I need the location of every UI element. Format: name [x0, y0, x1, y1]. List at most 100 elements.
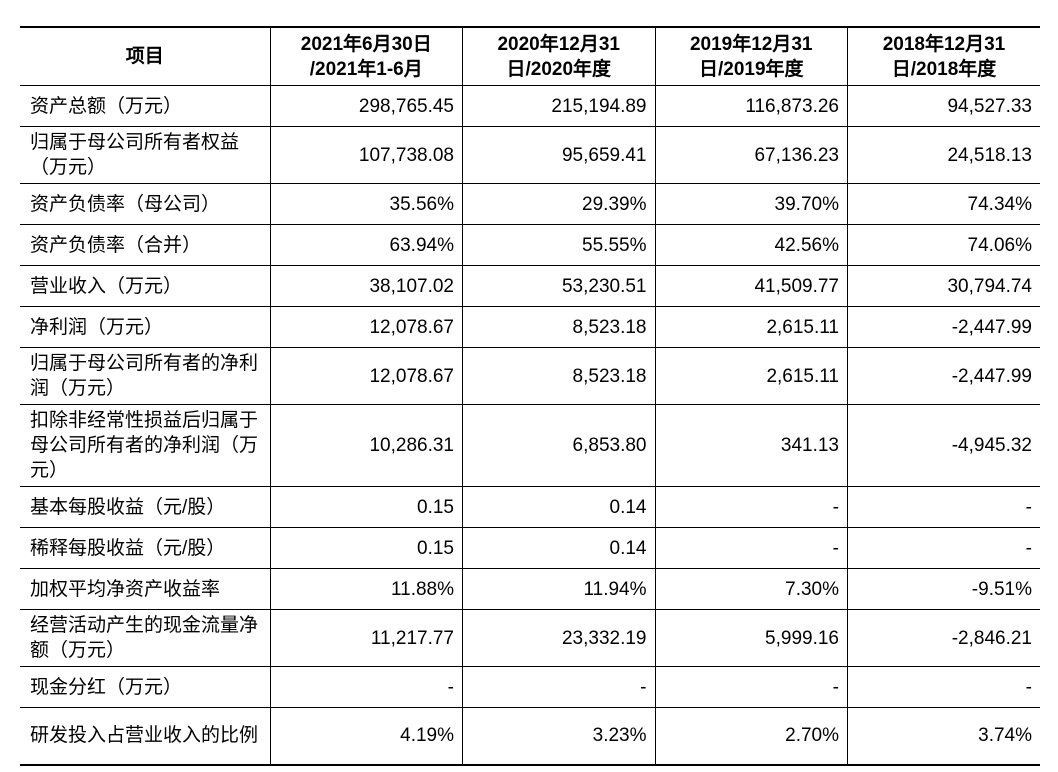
row-value: - [269, 666, 463, 708]
header-line: 2020年12月31 [497, 33, 621, 55]
row-value: 74.06% [847, 224, 1040, 266]
row-value: -2,447.99 [847, 306, 1040, 348]
row-value: - [654, 486, 848, 528]
table-row: 研发投入占营业收入的比例 4.19% 3.23% 2.70% 3.74% [20, 707, 1040, 765]
row-value: 39.70% [654, 183, 848, 225]
row-value: 8,523.18 [462, 347, 655, 405]
row-value: 5,999.16 [654, 609, 848, 667]
row-value: 2,615.11 [654, 347, 848, 405]
row-label: 扣除非经常性损益后归属于母公司所有者的净利润（万元） [20, 404, 270, 487]
row-label: 现金分红（万元） [20, 666, 270, 708]
row-value: 215,194.89 [462, 85, 655, 127]
row-label: 归属于母公司所有者权益（万元） [20, 126, 270, 184]
row-value: 24,518.13 [847, 126, 1040, 184]
row-label: 稀释每股收益（元/股） [20, 527, 270, 569]
row-label: 加权平均净资产收益率 [20, 568, 270, 610]
row-value: 94,527.33 [847, 85, 1040, 127]
header-2019: 2019年12月31 日/2019年度 [654, 27, 848, 86]
row-label: 研发投入占营业收入的比例 [20, 707, 270, 765]
row-label: 资产负债率（合并） [20, 224, 270, 266]
row-value: -2,846.21 [847, 609, 1040, 667]
row-value: 4.19% [269, 707, 463, 765]
financial-summary-table-container: 项目 2021年6月30日/2021年1-6月 2020年12月31 日/2020… [20, 26, 1040, 766]
table-row: 稀释每股收益（元/股） 0.15 0.14- - [20, 527, 1040, 569]
table-row: 营业收入（万元） 38,107.02 53,230.51 41,509.77 30,79… [20, 265, 1040, 307]
table-row: 现金分红（万元） - - - - [20, 666, 1040, 708]
table-row: 加权平均净资产收益率 11.88% 11.94% 7.30% -9.51% [20, 568, 1040, 610]
table-row: 资产负债率（合并） 63.94% 55.55% 42.56% 74.06% [20, 224, 1040, 266]
table-row: 基本每股收益（元/股） 0.15 0.14- - [20, 486, 1040, 528]
row-value: 53,230.51 [462, 265, 655, 307]
header-2020: 2020年12月31 日/2020年度 [462, 27, 655, 86]
header-line: /2021年1-6月 [309, 58, 423, 80]
table-row: 归属于母公司所有者权益（万元） 107,738.08 95,659.41 67,136… [20, 126, 1040, 184]
row-value: - [847, 527, 1040, 569]
row-value: 11.94% [462, 568, 655, 610]
row-value: 11.88% [269, 568, 463, 610]
row-value: 95,659.41 [462, 126, 655, 184]
row-value: -9.51% [847, 568, 1040, 610]
row-label: 归属于母公司所有者的净利润（万元） [20, 347, 270, 405]
row-value: - [847, 486, 1040, 528]
row-value: -2,447.99 [847, 347, 1040, 405]
header-line: 项目 [125, 46, 164, 67]
table-row: 归属于母公司所有者的净利润（万元） 12,078.67 8,523.18 2,615.… [20, 347, 1040, 405]
row-label: 基本每股收益（元/股） [20, 486, 270, 528]
row-value: 341.13 [654, 404, 848, 487]
row-value: -4,945.32 [847, 404, 1040, 487]
row-value: 35.56% [269, 183, 463, 225]
row-value: 0.14 [462, 486, 655, 528]
row-value: - [654, 666, 848, 708]
header-2018: 2018年12月31 日/2018年度 [847, 27, 1040, 86]
table-header-row: 项目 2021年6月30日/2021年1-6月 2020年12月31 日/2020… [20, 27, 1040, 86]
row-value: 2,615.11 [654, 306, 848, 348]
row-value: 107,738.08 [269, 126, 463, 184]
row-value: - [462, 666, 655, 708]
row-value: 298,765.45 [269, 85, 463, 127]
row-label: 资产总额（万元） [20, 85, 270, 127]
row-value: 8,523.18 [462, 306, 655, 348]
table-row: 资产负债率（母公司） 35.56% 29.39% 39.70% 74.34% [20, 183, 1040, 225]
header-line: 日/2018年度 [891, 58, 997, 80]
row-value: 12,078.67 [269, 347, 463, 405]
table-row: 净利润（万元） 12,078.67 8,523.18 2,615.11 -2,447.9… [20, 306, 1040, 348]
row-value: 11,217.77 [269, 609, 463, 667]
row-value: 67,136.23 [654, 126, 848, 184]
row-value: 6,853.80 [462, 404, 655, 487]
row-value: 29.39% [462, 183, 655, 225]
table-row: 扣除非经常性损益后归属于母公司所有者的净利润（万元） 10,286.31 6,853… [20, 404, 1040, 487]
row-value: 41,509.77 [654, 265, 848, 307]
row-value: 55.55% [462, 224, 655, 266]
row-value: 0.15 [269, 527, 463, 569]
row-value: 38,107.02 [269, 265, 463, 307]
row-value: 10,286.31 [269, 404, 463, 487]
table-row: 资产总额（万元） 298,765.45 215,194.89 116,873.26 94… [20, 85, 1040, 127]
row-value: 3.23% [462, 707, 655, 765]
header-2021h1: 2021年6月30日/2021年1-6月 [269, 27, 463, 86]
table-body: 资产总额（万元） 298,765.45 215,194.89 116,873.26 94… [20, 85, 1040, 765]
row-value: 30,794.74 [847, 265, 1040, 307]
row-value: - [847, 666, 1040, 708]
row-value: 12,078.67 [269, 306, 463, 348]
header-item: 项目 [20, 27, 270, 86]
row-value: 7.30% [654, 568, 848, 610]
row-value: 3.74% [847, 707, 1040, 765]
row-value: - [654, 527, 848, 569]
header-line: 2018年12月31 [882, 33, 1006, 55]
row-value: 74.34% [847, 183, 1040, 225]
row-value: 23,332.19 [462, 609, 655, 667]
row-value: 42.56% [654, 224, 848, 266]
header-line: 2021年6月30日 [300, 33, 432, 55]
header-line: 2019年12月31 [689, 33, 813, 55]
row-label: 经营活动产生的现金流量净额（万元） [20, 609, 270, 667]
row-label: 资产负债率（母公司） [20, 183, 270, 225]
header-line: 日/2020年度 [506, 58, 612, 80]
financial-summary-table: 项目 2021年6月30日/2021年1-6月 2020年12月31 日/2020… [20, 26, 1040, 766]
row-value: 2.70% [654, 707, 848, 765]
header-line: 日/2019年度 [698, 58, 804, 80]
row-value: 116,873.26 [654, 85, 848, 127]
row-value: 0.15 [269, 486, 463, 528]
row-label: 营业收入（万元） [20, 265, 270, 307]
table-row: 经营活动产生的现金流量净额（万元） 11,217.77 23,332.19 5,999… [20, 609, 1040, 667]
row-value: 63.94% [269, 224, 463, 266]
